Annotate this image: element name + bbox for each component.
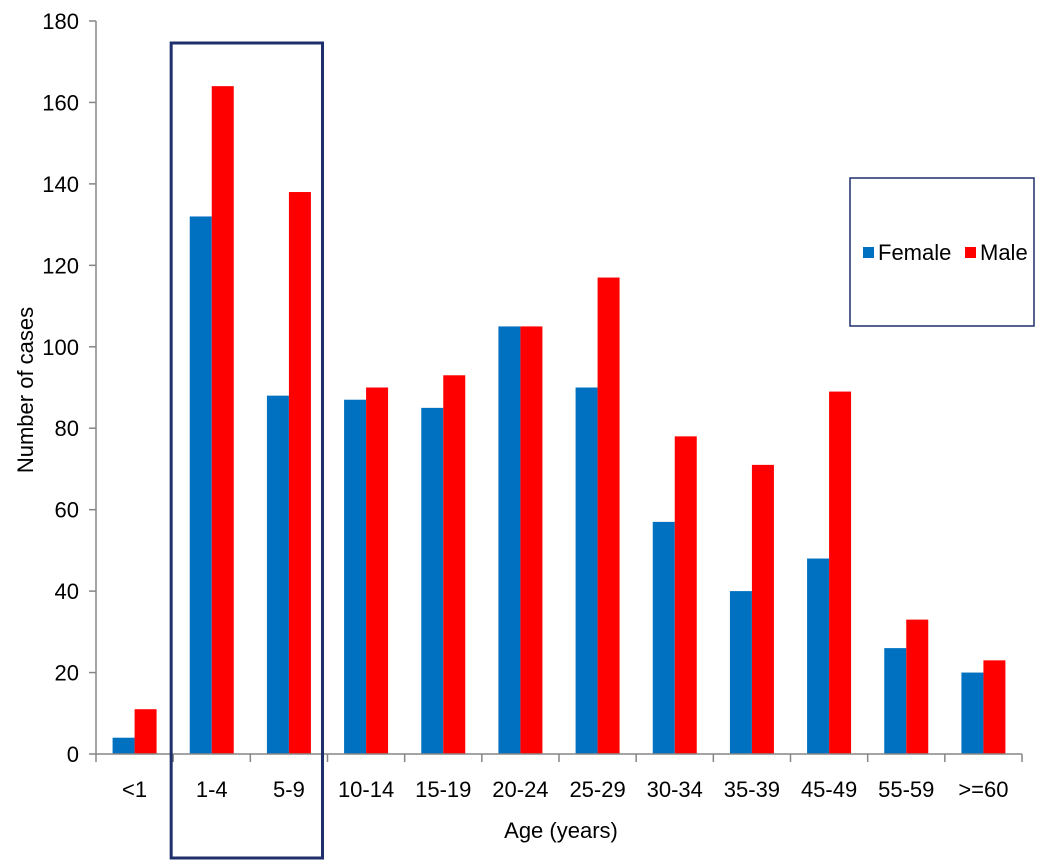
- y-tick-label: 120: [42, 253, 79, 278]
- x-tick-label: 25-29: [569, 777, 625, 802]
- bar-female-9: [807, 558, 830, 754]
- bar-male-8: [751, 464, 774, 754]
- bar-male-4: [443, 375, 466, 754]
- bar-female-8: [729, 591, 752, 754]
- y-tick-label: 80: [55, 416, 79, 441]
- x-tick-label: 5-9: [273, 777, 305, 802]
- x-tick-label: 15-19: [415, 777, 471, 802]
- bar-female-3: [344, 399, 367, 754]
- bar-female-5: [498, 326, 521, 754]
- y-axis-ticks: 0 20 40 60 80 100 120 140 160 180: [42, 9, 96, 767]
- bar-female-7: [652, 521, 675, 754]
- x-tick-label: 20-24: [492, 777, 548, 802]
- x-axis-title: Age (years): [504, 818, 618, 843]
- legend: Female Male: [849, 177, 1035, 327]
- bar-male-5: [520, 326, 543, 754]
- bar-male-2: [288, 192, 311, 755]
- bar-male-10: [906, 619, 929, 754]
- bar-male-6: [597, 277, 620, 754]
- bar-female-4: [421, 407, 444, 754]
- bars-group: [112, 86, 1006, 755]
- bar-male-3: [366, 387, 389, 754]
- x-tick-label: 1-4: [196, 777, 228, 802]
- bar-female-11: [961, 672, 984, 754]
- bar-female-0: [112, 737, 135, 754]
- x-tick-label: 35-39: [724, 777, 780, 802]
- legend-label-female: Female: [878, 240, 951, 265]
- bar-female-1: [189, 216, 212, 754]
- bar-male-0: [134, 709, 157, 754]
- bar-female-2: [266, 395, 289, 754]
- x-tick-label: 45-49: [801, 777, 857, 802]
- x-tick-label: 10-14: [338, 777, 394, 802]
- y-tick-label: 40: [55, 579, 79, 604]
- bar-male-11: [983, 660, 1006, 754]
- y-tick-label: 100: [42, 335, 79, 360]
- y-tick-label: 0: [67, 742, 79, 767]
- legend-box: [849, 177, 1035, 327]
- x-tick-label: 55-59: [878, 777, 934, 802]
- legend-swatch-male: [965, 247, 976, 258]
- bar-female-6: [575, 387, 598, 754]
- y-tick-label: 60: [55, 498, 79, 523]
- y-tick-label: 140: [42, 172, 79, 197]
- bar-female-10: [884, 648, 907, 754]
- legend-swatch-female: [863, 247, 874, 258]
- x-tick-label: >=60: [958, 777, 1008, 802]
- x-axis-ticks: <1 1-4 5-9 10-14 15-19 20-24 25-29 30-34 35-39 45…: [95, 754, 1023, 802]
- y-tick-label: 160: [42, 90, 79, 115]
- y-axis-title: Number of cases: [13, 307, 38, 473]
- bar-male-9: [829, 391, 852, 754]
- x-tick-label: <1: [122, 777, 147, 802]
- y-tick-label: 20: [55, 661, 79, 686]
- y-tick-label: 180: [42, 9, 79, 34]
- highlight-box: [169, 41, 324, 860]
- bar-male-1: [211, 86, 234, 754]
- legend-label-male: Male: [980, 240, 1028, 265]
- bar-male-7: [674, 436, 697, 754]
- x-tick-label: 30-34: [647, 777, 703, 802]
